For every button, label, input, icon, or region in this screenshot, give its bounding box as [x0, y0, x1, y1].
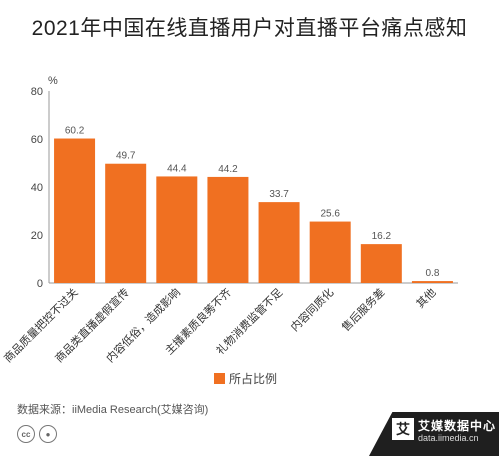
bar: [411, 281, 453, 283]
data-label: 49.7: [116, 151, 136, 162]
attribution-icon: ●: [39, 425, 57, 443]
brand-name: 艾媒数据中心: [418, 419, 497, 433]
y-tick-label: 60: [31, 134, 43, 146]
data-label: 60.2: [65, 126, 85, 137]
bar: [105, 163, 147, 283]
data-label: 33.7: [269, 189, 289, 200]
bar: [54, 138, 96, 283]
legend-label: 所占比例: [229, 372, 278, 386]
license-icons: cc ●: [17, 425, 57, 443]
source-note: 数据来源：iiMedia Research(艾媒咨询): [17, 404, 209, 416]
y-tick-label: 80: [31, 86, 43, 98]
brand-banner: [369, 412, 499, 456]
data-label: 16.2: [372, 231, 392, 242]
chart-legend: 所占比例: [214, 370, 277, 387]
x-tick-label: 售后服务差: [339, 285, 388, 334]
data-label: 44.2: [218, 164, 238, 175]
y-tick-label: 40: [31, 182, 43, 194]
bar: [156, 176, 198, 283]
cc-icon: cc: [17, 425, 35, 443]
bar: [309, 221, 351, 283]
chart-title: 2021年中国在线直播用户对直播平台痛点感知: [31, 17, 468, 40]
brand-url: data.iimedia.cn: [418, 433, 479, 443]
x-tick-label: 内容同质化: [288, 285, 337, 334]
data-label: 25.6: [320, 209, 340, 220]
y-axis-unit: %: [48, 75, 58, 87]
bar: [360, 244, 402, 283]
brand-logo-icon: 艾: [392, 418, 414, 440]
bar: [258, 202, 300, 283]
bar: [207, 176, 249, 283]
y-tick-label: 0: [37, 278, 43, 290]
y-tick-label: 20: [31, 230, 43, 242]
data-label: 0.8: [425, 268, 439, 279]
x-tick-label: 其他: [414, 286, 439, 311]
legend-swatch: [214, 373, 225, 384]
data-label: 44.4: [167, 163, 187, 174]
